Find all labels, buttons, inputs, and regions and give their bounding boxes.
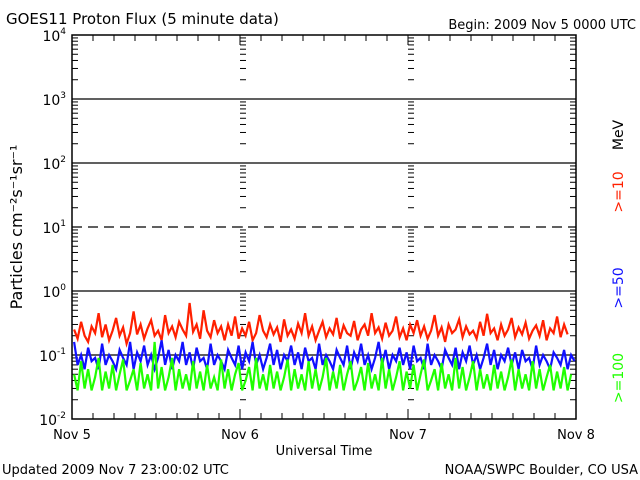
x-tick-labels: Nov 5 Nov 6 Nov 7 Nov 8 [53, 428, 595, 443]
x-tick-label: Nov 8 [557, 428, 595, 443]
y-tick-label: 101 [42, 219, 66, 237]
legend-unit: MeV [611, 119, 627, 150]
series-line-ge100 [73, 341, 573, 391]
x-tick-label: Nov 6 [221, 428, 259, 443]
legend-ge100: >=100 [611, 353, 627, 403]
x-axis-label: Universal Time [276, 444, 373, 459]
grid [72, 34, 576, 420]
y-tick-label: 102 [42, 155, 66, 173]
y-tick-labels: 104 103 102 101 100 10-1 10-2 [39, 27, 66, 429]
x-tick-label: Nov 7 [389, 428, 427, 443]
series-group [73, 302, 576, 391]
plot-frame [71, 34, 577, 420]
y-tick-label: 104 [42, 27, 66, 45]
y-axis-label: Particles cm⁻²s⁻¹sr⁻¹ [7, 145, 26, 310]
chart-title: GOES11 Proton Flux (5 minute data) [6, 10, 279, 28]
x-tick-label: Nov 5 [53, 428, 91, 443]
updated-timestamp: Updated 2009 Nov 7 23:00:02 UTC [2, 463, 229, 478]
begin-label: Begin: 2009 Nov 5 0000 UTC [448, 18, 636, 33]
source-label: NOAA/SWPC Boulder, CO USA [445, 463, 638, 478]
y-tick-label: 10-2 [39, 411, 66, 429]
series-line-ge50 [73, 340, 576, 374]
legend-ge10: >=10 [611, 171, 627, 212]
legend-ge50: >=50 [611, 267, 627, 308]
series-line-ge10 [73, 302, 569, 348]
y-tick-label: 100 [42, 283, 66, 301]
y-tick-label: 103 [42, 91, 66, 109]
y-tick-label: 10-1 [39, 347, 66, 365]
